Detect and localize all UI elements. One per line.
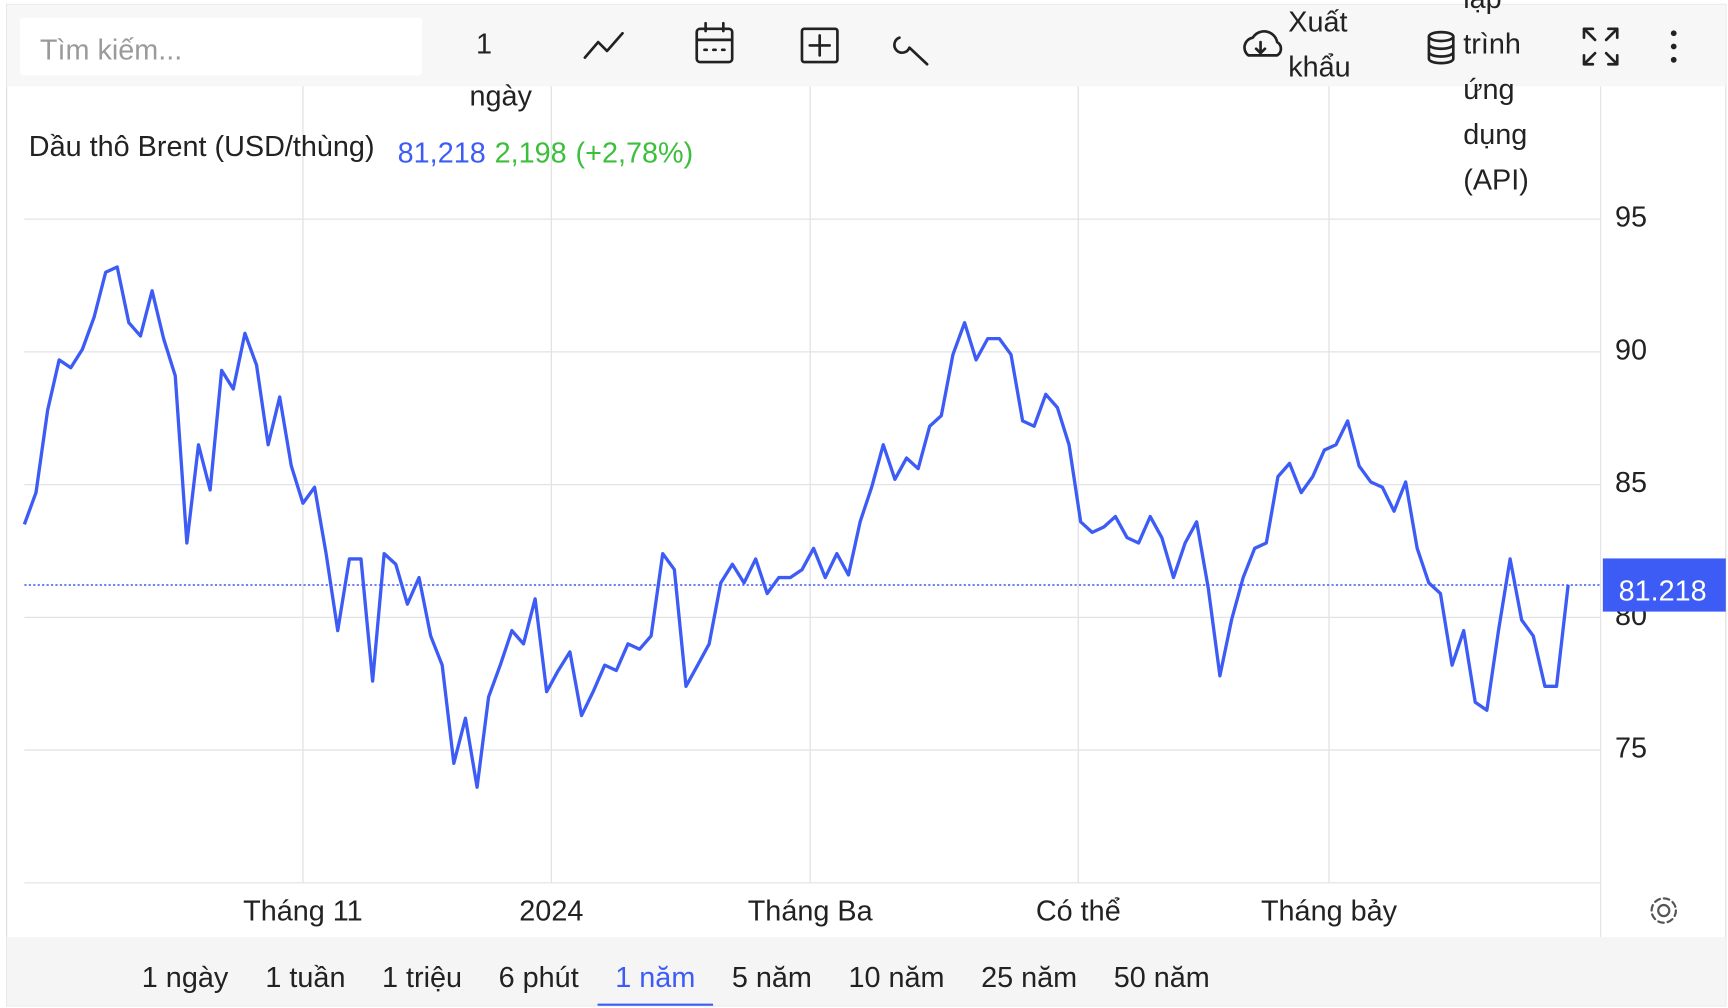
range-bar [6, 937, 1726, 1006]
x-tick-label: Tháng Ba [748, 895, 874, 927]
x-tick-label: Có thể [1036, 895, 1121, 927]
search-box[interactable] [19, 17, 423, 76]
fullscreen-icon[interactable] [1582, 27, 1619, 66]
interval-button[interactable]: 1 ngày [469, 28, 532, 112]
change-percent: (+2,78%) [576, 138, 694, 170]
y-tick-label: 90 [1615, 334, 1647, 366]
x-tick-label: Tháng 11 [243, 895, 363, 927]
export-icon[interactable] [1243, 30, 1283, 57]
more-icon[interactable] [1670, 30, 1677, 63]
change: 2,198 [495, 138, 567, 170]
price-line [22, 265, 1570, 789]
range-button[interactable]: 1 tuần [265, 962, 345, 994]
gear-icon[interactable] [1650, 897, 1678, 924]
last-price-tag [1602, 558, 1726, 612]
search-placeholder: Tìm kiếm... [40, 35, 182, 67]
export-button[interactable]: Xuất khẩu [1288, 6, 1350, 83]
y-tick-label: 75 [1615, 733, 1647, 765]
price: 81,218 [398, 138, 486, 170]
range-button[interactable]: 10 năm [848, 962, 944, 994]
y-tick-label: 95 [1615, 202, 1647, 234]
range-button[interactable]: 1 triệu [382, 962, 462, 994]
range-button[interactable]: 5 năm [732, 962, 812, 994]
last-price-label: 81.218 [1619, 575, 1707, 607]
settings-wrench-icon[interactable] [893, 36, 929, 66]
range-button[interactable]: 25 năm [981, 962, 1077, 994]
x-tick-label: 2024 [519, 895, 583, 927]
range-button[interactable]: 1 năm [615, 962, 695, 994]
x-tick-label: Tháng bảy [1261, 895, 1398, 927]
range-button[interactable]: 6 phút [499, 962, 579, 994]
range-button[interactable]: 1 ngày [142, 962, 229, 994]
api-icon[interactable] [1427, 30, 1455, 65]
add-icon[interactable] [800, 27, 839, 64]
series-name: Dầu thô Brent (USD/thùng) [29, 131, 375, 163]
y-tick-label: 85 [1615, 467, 1647, 499]
calendar-icon[interactable] [695, 21, 734, 64]
chart-type-icon[interactable] [583, 31, 624, 59]
range-button[interactable]: 50 năm [1114, 962, 1210, 994]
api-button[interactable]: lậptrìnhứngdụng(API) [1463, 0, 1529, 196]
range-buttons: 1 ngày 1 tuần 1 triệu 6 phút 1 năm 5 năm 10 nă… [142, 962, 1210, 1006]
